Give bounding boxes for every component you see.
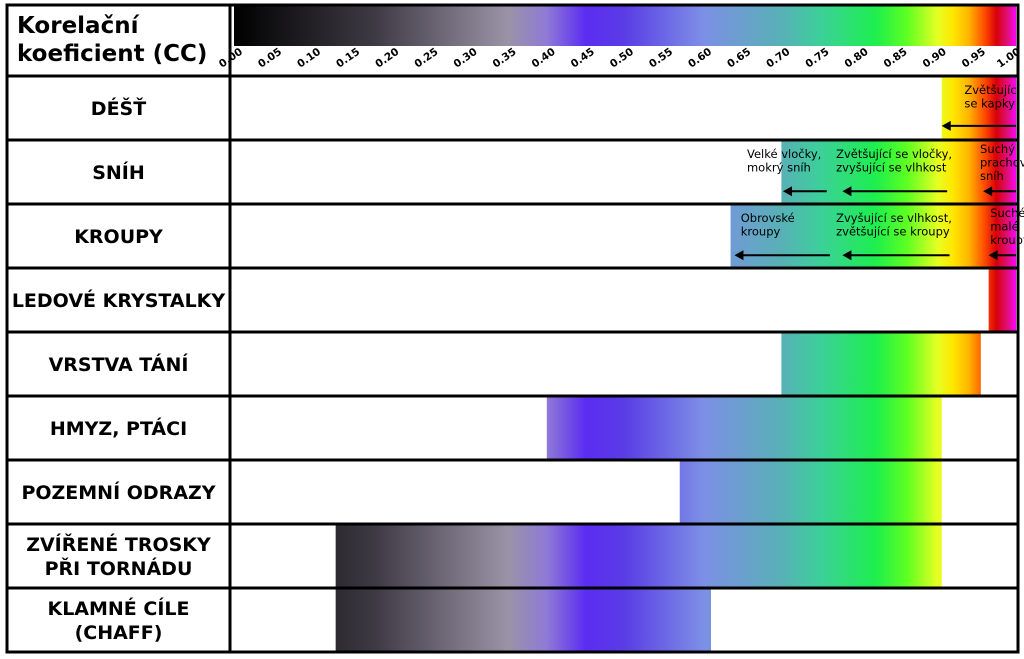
chart-title-line: koeficient (CC) bbox=[17, 41, 207, 67]
annotation-line: zvyšující se vlhkost bbox=[836, 161, 947, 175]
arrow-left bbox=[734, 250, 830, 261]
row-label-line: HMYZ, PTÁCI bbox=[50, 417, 187, 440]
annotation-line: zvětšující se kroupy bbox=[836, 225, 950, 239]
row-range-bar bbox=[988, 268, 1016, 332]
row-label: DÉŠŤ bbox=[91, 96, 146, 120]
annotation-line: kroupy bbox=[990, 233, 1024, 247]
row-label-line: (CHAFF) bbox=[75, 622, 163, 644]
color-scale-bar bbox=[234, 5, 1016, 46]
row-label: KROUPY bbox=[74, 226, 163, 248]
annotation-line: se kapky bbox=[964, 97, 1015, 111]
annotation-line: mokrý sníh bbox=[747, 161, 811, 175]
arrow-left bbox=[782, 186, 827, 197]
annotation-line: Zvětšující se vločky, bbox=[836, 147, 952, 161]
row-range-bar bbox=[781, 140, 1016, 204]
row-label-line: DÉŠŤ bbox=[91, 96, 146, 120]
annotation-line: kroupy bbox=[741, 225, 781, 239]
annotation-line: Zvyšující se vlhkost, bbox=[836, 211, 952, 225]
row-label-line: ZVÍŘENÉ TROSKY bbox=[26, 533, 211, 556]
annotation-line: Suché bbox=[990, 206, 1024, 220]
row-range-bar bbox=[335, 588, 712, 652]
arrow-left bbox=[842, 250, 950, 261]
annotation-line: prachový bbox=[980, 156, 1024, 170]
outer-frame bbox=[5, 3, 1020, 654]
row-range-bar bbox=[546, 396, 942, 460]
annotation-text: Zvětšující se kapky bbox=[964, 83, 1020, 111]
annotation-line: sníh bbox=[980, 169, 1004, 183]
annotation-line: Zvětšující bbox=[964, 83, 1020, 97]
row-range-bar bbox=[941, 76, 1016, 140]
annotation-text: Zvyšující se vlhkost, zvětšující se kroup… bbox=[836, 211, 952, 239]
row-label: HMYZ, PTÁCI bbox=[50, 417, 187, 440]
row-label-line: KLAMNÉ CÍLE bbox=[47, 597, 189, 620]
row-label-line: KROUPY bbox=[74, 226, 163, 248]
row-range-bar bbox=[679, 460, 942, 524]
arrow-left bbox=[842, 186, 948, 197]
annotation-line: Suchý bbox=[980, 142, 1015, 156]
row-label-line: VRSTVA TÁNÍ bbox=[49, 353, 189, 376]
annotation-line: Velké vločky, bbox=[747, 147, 821, 161]
row-label-line: LEDOVÉ KRYSTALKY bbox=[12, 289, 226, 312]
row-label-line: PŘI TORNÁDU bbox=[45, 557, 193, 580]
row-label: ZVÍŘENÉ TROSKY PŘI TORNÁDU bbox=[26, 533, 211, 580]
chart-title-line: Korelační bbox=[17, 13, 140, 39]
annotation-text: Suchýprachovýsníh bbox=[980, 142, 1024, 183]
row-label-line: SNÍH bbox=[92, 161, 145, 184]
row-range-bar bbox=[781, 332, 981, 396]
row-label: LEDOVÉ KRYSTALKY bbox=[12, 289, 226, 312]
annotation-text: Zvětšující se vločky, zvyšující se vlhkos… bbox=[836, 147, 952, 175]
arrow-left bbox=[988, 250, 1016, 261]
arrow-left bbox=[983, 186, 1016, 197]
annotation-text: Velké vločky, mokrý sníh bbox=[747, 147, 821, 175]
row-range-bar bbox=[335, 524, 942, 588]
annotation-line: malé bbox=[990, 220, 1019, 234]
row-label: POZEMNÍ ODRAZY bbox=[21, 481, 215, 504]
row-label: VRSTVA TÁNÍ bbox=[49, 353, 189, 376]
annotation-text: Suchémalékroupy bbox=[990, 206, 1024, 247]
row-range-bar bbox=[730, 204, 1016, 268]
arrow-left bbox=[941, 120, 1016, 131]
row-label: KLAMNÉ CÍLE (CHAFF) bbox=[47, 597, 189, 644]
annotation-line: Obrovské bbox=[741, 211, 795, 225]
row-label-line: POZEMNÍ ODRAZY bbox=[21, 481, 215, 504]
annotation-text: Obrovské kroupy bbox=[741, 211, 795, 239]
row-label: SNÍH bbox=[92, 161, 145, 184]
